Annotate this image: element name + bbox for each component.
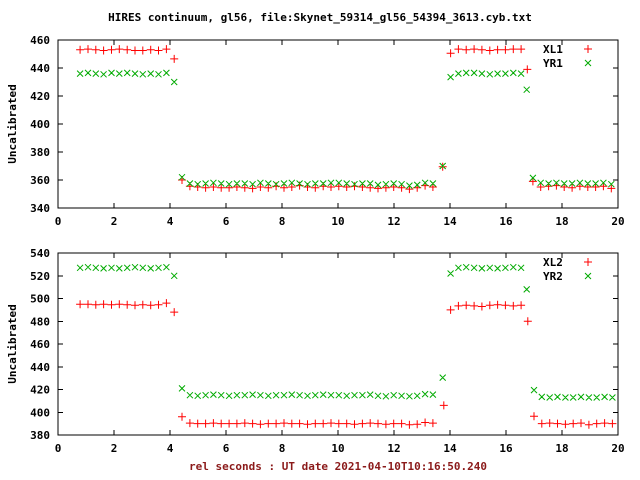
axis-ticks [57, 39, 619, 209]
y-tick-label: 460 [30, 338, 50, 351]
series-XL2-points [76, 299, 617, 429]
x-tick-label: 2 [111, 442, 118, 455]
x-tick-label: 18 [555, 442, 568, 455]
legend-marker-XL1 [584, 45, 592, 53]
y-tick-label: 480 [30, 315, 50, 328]
plot-border [57, 252, 619, 436]
y-tick-label: 400 [30, 406, 50, 419]
y-tick-label: 340 [30, 202, 50, 215]
series-YR2-points [76, 263, 616, 401]
y-tick-label: 420 [30, 90, 50, 103]
y-tick-label: 420 [30, 384, 50, 397]
y-axis-label: Uncalibrated [6, 304, 19, 383]
x-tick-label: 18 [555, 215, 568, 228]
y-tick-label: 520 [30, 270, 50, 283]
y-axis-label: Uncalibrated [6, 84, 19, 163]
legend-marker-YR2 [584, 272, 592, 280]
y-tick-label: 440 [30, 62, 50, 75]
series-YR1-points [76, 69, 615, 189]
legend-label-YR1: YR1 [543, 57, 563, 70]
x-tick-label: 10 [331, 442, 344, 455]
x-tick-label: 0 [55, 215, 62, 228]
y-tick-label: 460 [30, 34, 50, 47]
x-tick-label: 6 [223, 215, 230, 228]
y-tick-label: 380 [30, 429, 50, 442]
x-tick-label: 20 [611, 215, 624, 228]
legend-marker-YR1 [584, 59, 592, 67]
x-tick-label: 6 [223, 442, 230, 455]
x-axis-label: rel seconds : UT date 2021-04-10T10:16:5… [188, 460, 487, 473]
y-tick-label: 400 [30, 118, 50, 131]
x-tick-label: 12 [387, 215, 400, 228]
chart-title: HIRES continuum, gl56, file:Skynet_59314… [108, 11, 532, 24]
x-tick-label: 10 [331, 215, 344, 228]
legend-marker-XL2 [584, 258, 592, 266]
x-tick-label: 4 [167, 442, 174, 455]
x-tick-label: 8 [279, 442, 286, 455]
x-tick-label: 0 [55, 442, 62, 455]
legend-label-XL1: XL1 [543, 43, 563, 56]
y-tick-label: 500 [30, 293, 50, 306]
x-tick-label: 20 [611, 442, 624, 455]
x-tick-label: 16 [499, 442, 513, 455]
x-tick-label: 4 [167, 215, 174, 228]
x-tick-label: 14 [443, 442, 457, 455]
x-tick-label: 12 [387, 442, 400, 455]
legend-label-XL2: XL2 [543, 256, 563, 269]
x-tick-label: 16 [499, 215, 513, 228]
x-tick-label: 2 [111, 215, 118, 228]
y-tick-label: 440 [30, 361, 50, 374]
y-tick-label: 360 [30, 174, 50, 187]
x-tick-label: 14 [443, 215, 457, 228]
y-tick-label: 540 [30, 247, 50, 260]
legend-label-YR2: YR2 [543, 270, 563, 283]
x-tick-label: 8 [279, 215, 286, 228]
y-tick-label: 380 [30, 146, 50, 159]
axis-ticks [57, 252, 619, 436]
